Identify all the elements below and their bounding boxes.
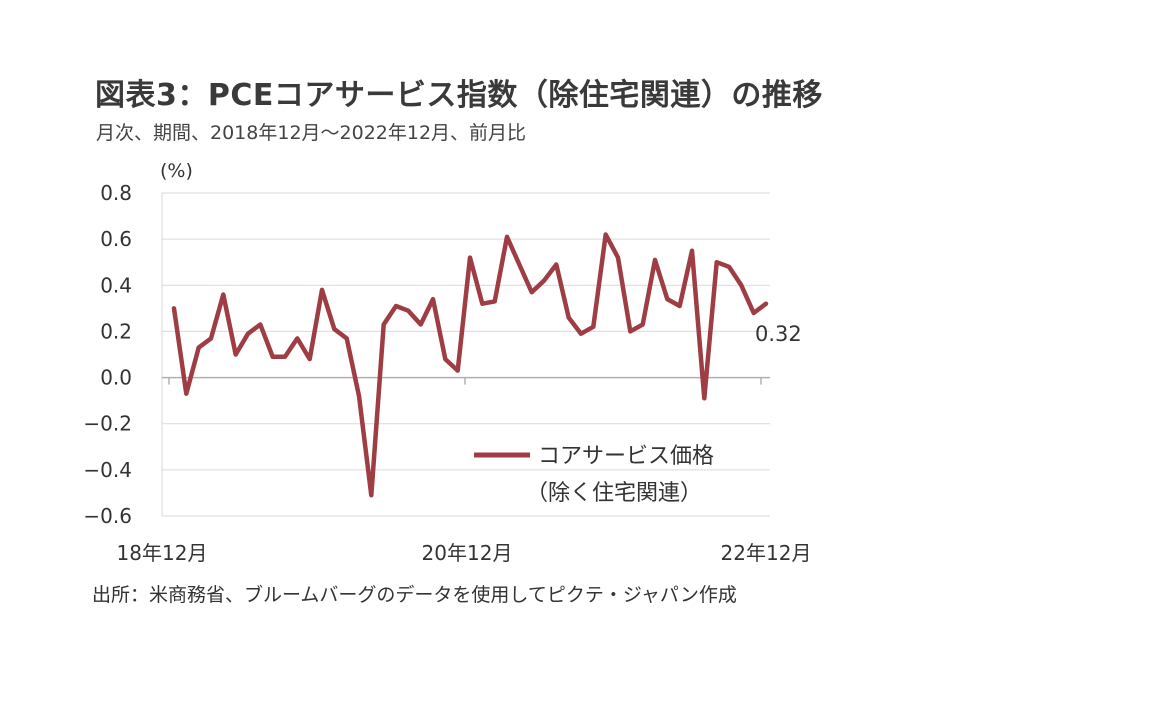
- x-axis-ticks: 18年12月 20年12月 22年12月: [117, 541, 812, 565]
- chart-subtitle: 月次、期間、2018年12月～2022年12月、前月比: [96, 122, 527, 144]
- y-tick-label: −0.4: [83, 458, 132, 482]
- series-group: [171, 232, 769, 498]
- y-tick-label: 0.8: [100, 181, 132, 205]
- y-axis-ticks: 0.8 0.6 0.4 0.2 0.0 −0.2 −0.4 −0.6: [83, 181, 132, 528]
- axes: [161, 193, 770, 516]
- end-value-label: 0.32: [755, 322, 802, 346]
- source-note: 出所：米商務省、ブルームバーグのデータを使用してピクテ・ジャパン作成: [92, 584, 737, 606]
- y-tick-label: −0.2: [83, 412, 132, 436]
- series-line-core-services: [171, 232, 769, 498]
- y-tick-label: 0.4: [100, 273, 132, 297]
- legend-label-line2: （除く住宅関連）: [526, 481, 702, 506]
- y-tick-label: 0.0: [100, 366, 132, 390]
- y-tick-label: 0.6: [100, 227, 132, 251]
- y-tick-label: −0.6: [83, 504, 132, 528]
- legend-label: コアサービス価格: [538, 444, 714, 469]
- x-tick-label: 18年12月: [117, 541, 208, 565]
- y-axis-unit: (%): [160, 160, 193, 182]
- x-tick-label: 22年12月: [721, 541, 812, 565]
- gridlines: [162, 192, 770, 517]
- y-tick-label: 0.2: [100, 319, 132, 343]
- chart-title: 図表3：PCEコアサービス指数（除住宅関連）の推移: [95, 78, 823, 113]
- legend: コアサービス価格 （除く住宅関連）: [474, 444, 714, 506]
- x-tick-label: 20年12月: [422, 541, 513, 565]
